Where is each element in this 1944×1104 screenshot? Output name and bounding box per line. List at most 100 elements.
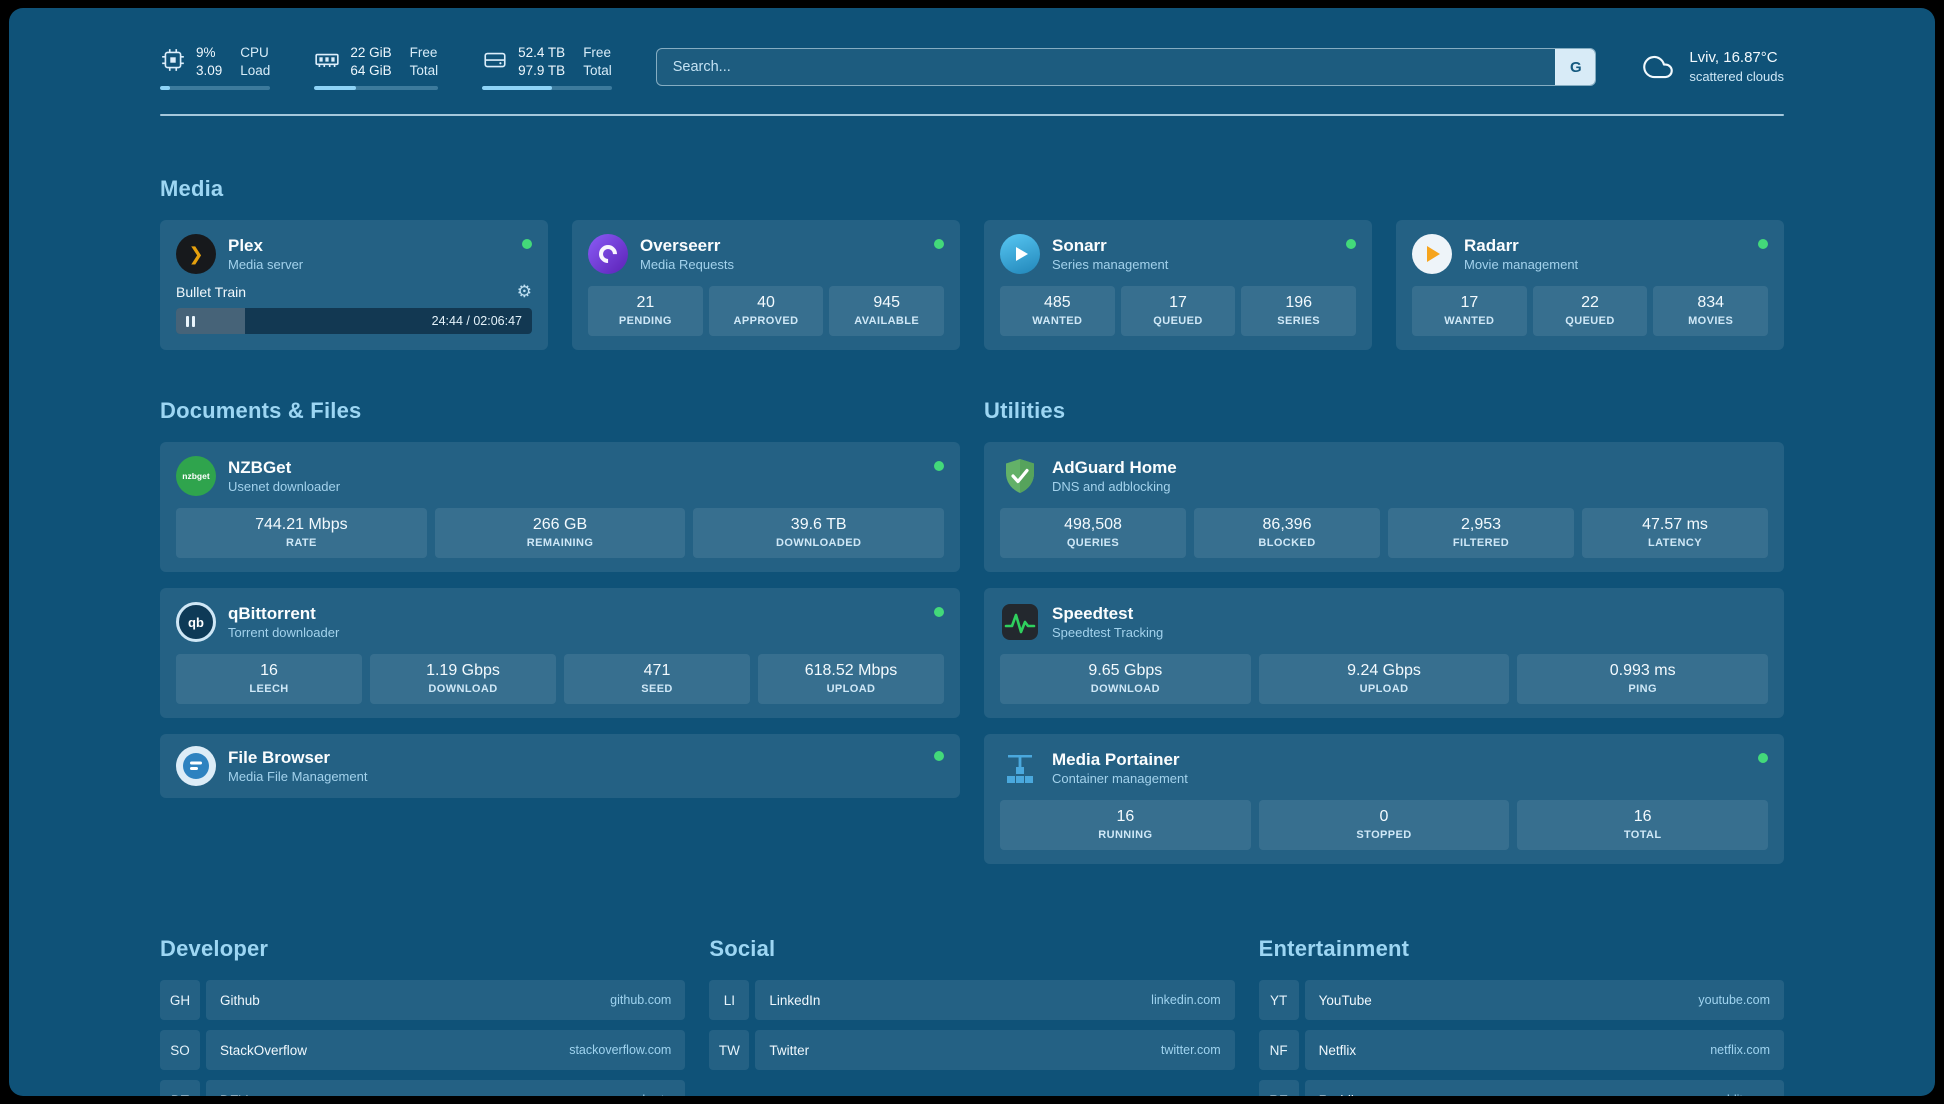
stat-box: 9.24 Gbps UPLOAD xyxy=(1258,654,1510,705)
cpu-label-1: CPU xyxy=(240,45,269,60)
speedtest-icon xyxy=(1000,602,1040,642)
disk-free: 52.4 TB xyxy=(518,45,566,60)
search-engine-button[interactable]: G xyxy=(1555,49,1596,86)
stat-box: 86,396 BLOCKED xyxy=(1194,508,1380,559)
radarr-card[interactable]: Radarr Movie management 17 WANTED 22 QUEUE… xyxy=(1396,220,1784,351)
disk-progress-bar xyxy=(482,86,612,91)
bookmark-row-linkedin[interactable]: LI LinkedIn linkedin.com xyxy=(709,980,1235,1021)
speedtest-card[interactable]: Speedtest Speedtest Tracking 9.65 Gbps DO… xyxy=(984,588,1784,719)
bookmark-url: youtube.com xyxy=(1698,993,1770,1008)
gear-icon[interactable]: ⚙ xyxy=(516,282,532,302)
stat-box: 471 SEED xyxy=(564,654,750,705)
pause-button[interactable] xyxy=(186,315,195,327)
overseerr-icon xyxy=(588,234,628,275)
card-title: Plex xyxy=(228,235,263,255)
memory-progress-bar xyxy=(314,86,439,91)
stat-box: 618.52 Mbps UPLOAD xyxy=(758,654,944,705)
disk-icon xyxy=(484,52,506,68)
bookmark-name: Twitter xyxy=(769,1042,810,1058)
bookmark-url: netflix.com xyxy=(1710,1043,1770,1058)
bookmark-row-github[interactable]: GH Github github.com xyxy=(160,980,686,1021)
stat-box: 39.6 TB DOWNLOADED xyxy=(693,508,945,559)
system-stats: 9% 3.09 CPU Load 22 GiB xyxy=(160,44,612,91)
card-title: Sonarr xyxy=(1052,235,1107,255)
bookmark-name: Netflix xyxy=(1318,1042,1357,1058)
section-title-developer: Developer xyxy=(160,936,269,962)
sonarr-card[interactable]: Sonarr Series management 485 WANTED 17 QUE… xyxy=(984,220,1372,351)
cpu-icon xyxy=(162,49,184,71)
section-title-utilities: Utilities xyxy=(984,398,1066,424)
status-dot xyxy=(1758,753,1768,764)
bookmark-url: twitter.com xyxy=(1160,1043,1221,1058)
stat-box: 17 WANTED xyxy=(1412,286,1527,337)
weather-condition: scattered clouds xyxy=(1689,69,1784,85)
status-dot xyxy=(1346,239,1356,250)
stat-box: 498,508 QUERIES xyxy=(1000,508,1186,559)
stat-box: 834 MOVIES xyxy=(1653,286,1769,337)
bookmark-row-netflix[interactable]: NF Netflix netflix.com xyxy=(1258,1030,1784,1071)
stat-box: 22 QUEUED xyxy=(1532,286,1648,337)
qbittorrent-card[interactable]: qb qBittorrent Torrent downloader 16 LEEC… xyxy=(160,588,960,719)
stat-box: 16 LEECH xyxy=(176,654,362,705)
bookmark-url: linkedin.com xyxy=(1151,993,1221,1008)
bookmark-name: LinkedIn xyxy=(769,992,821,1008)
filebrowser-icon xyxy=(176,746,216,787)
memory-stat: 22 GiB 64 GiB Free Total xyxy=(314,44,439,91)
card-subtitle: Media File Management xyxy=(228,768,368,784)
bookmark-row-youtube[interactable]: YT YouTube youtube.com xyxy=(1258,980,1784,1021)
bookmark-abbr: LI xyxy=(709,980,750,1021)
stat-box: 945 AVAILABLE xyxy=(829,286,945,337)
adguard-shield-icon xyxy=(1000,456,1040,496)
stat-box: 266 GB REMAINING xyxy=(434,508,686,559)
bookmark-row-stackoverflow[interactable]: SO StackOverflow stackoverflow.com xyxy=(160,1030,686,1071)
card-subtitle: Movie management xyxy=(1464,256,1579,272)
adguard-card[interactable]: AdGuard Home DNS and adblocking 498,508 Q… xyxy=(984,442,1784,573)
memory-total: 64 GiB xyxy=(350,62,392,78)
playback-progress-bar[interactable]: 24:44 / 02:06:47 xyxy=(176,308,532,335)
nzbget-card[interactable]: nzbget NZBGet Usenet downloader 744.21 M… xyxy=(160,442,960,573)
card-subtitle: Media server xyxy=(228,256,304,272)
disk-label-1: Free xyxy=(583,45,611,60)
stat-box: 21 PENDING xyxy=(588,286,703,337)
bookmark-name: DEV xyxy=(220,1093,248,1096)
stat-box: 0 STOPPED xyxy=(1258,800,1510,851)
stat-box: 9.65 Gbps DOWNLOAD xyxy=(1000,654,1251,705)
portainer-card[interactable]: Media Portainer Container management 16 R… xyxy=(984,734,1784,865)
status-dot xyxy=(934,751,944,762)
bookmark-column-developer: Developer GH Github github.com SO StackOv… xyxy=(160,936,686,1096)
bookmark-name: StackOverflow xyxy=(220,1042,308,1058)
media-row: ❯ Plex Media server Bullet Train ⚙ 24:44… xyxy=(160,220,1784,351)
topbar-divider xyxy=(160,114,1784,117)
plex-card[interactable]: ❯ Plex Media server Bullet Train ⚙ 24:44… xyxy=(160,220,548,351)
playback-time: 24:44 / 02:06:47 xyxy=(431,314,522,329)
card-title: Overseerr xyxy=(640,235,721,255)
disk-label-2: Total xyxy=(583,62,612,78)
cpu-stat: 9% 3.09 CPU Load xyxy=(160,44,271,91)
topbar: 9% 3.09 CPU Load 22 GiB xyxy=(160,44,1784,91)
portainer-icon xyxy=(1000,748,1040,788)
bookmark-abbr: RE xyxy=(1258,1080,1299,1096)
utilities-column: Utilities AdGuard Home DNS and adblockin… xyxy=(984,398,1784,880)
card-subtitle: DNS and adblocking xyxy=(1052,478,1171,494)
filebrowser-card[interactable]: File Browser Media File Management xyxy=(160,734,960,799)
status-dot xyxy=(934,461,944,472)
search-input[interactable] xyxy=(656,49,1556,86)
cpu-load-avg: 3.09 xyxy=(196,62,223,78)
card-subtitle: Speedtest Tracking xyxy=(1052,624,1164,640)
overseerr-card[interactable]: Overseerr Media Requests 21 PENDING 40 APP… xyxy=(572,220,960,351)
memory-label-1: Free xyxy=(409,45,438,60)
search-bar: G xyxy=(655,48,1597,87)
stat-box: 2,953 FILTERED xyxy=(1388,508,1574,559)
card-subtitle: Torrent downloader xyxy=(228,624,340,640)
status-dot xyxy=(1758,239,1768,250)
stat-box: 17 QUEUED xyxy=(1120,286,1236,337)
bookmark-column-social: Social LI LinkedIn linkedin.com TW Twitte… xyxy=(709,936,1235,1096)
weather-widget: Lviv, 16.87°C scattered clouds xyxy=(1640,48,1784,86)
cpu-progress-bar xyxy=(160,86,271,91)
qbittorrent-icon: qb xyxy=(176,602,216,643)
plex-icon: ❯ xyxy=(176,234,216,275)
bookmark-row-dev[interactable]: DT DEV dev.to xyxy=(160,1080,686,1096)
stat-box: 0.993 ms PING xyxy=(1517,654,1769,705)
bookmark-row-reddit[interactable]: RE Reddit reddit.com xyxy=(1258,1080,1784,1096)
bookmark-row-twitter[interactable]: TW Twitter twitter.com xyxy=(709,1030,1235,1071)
